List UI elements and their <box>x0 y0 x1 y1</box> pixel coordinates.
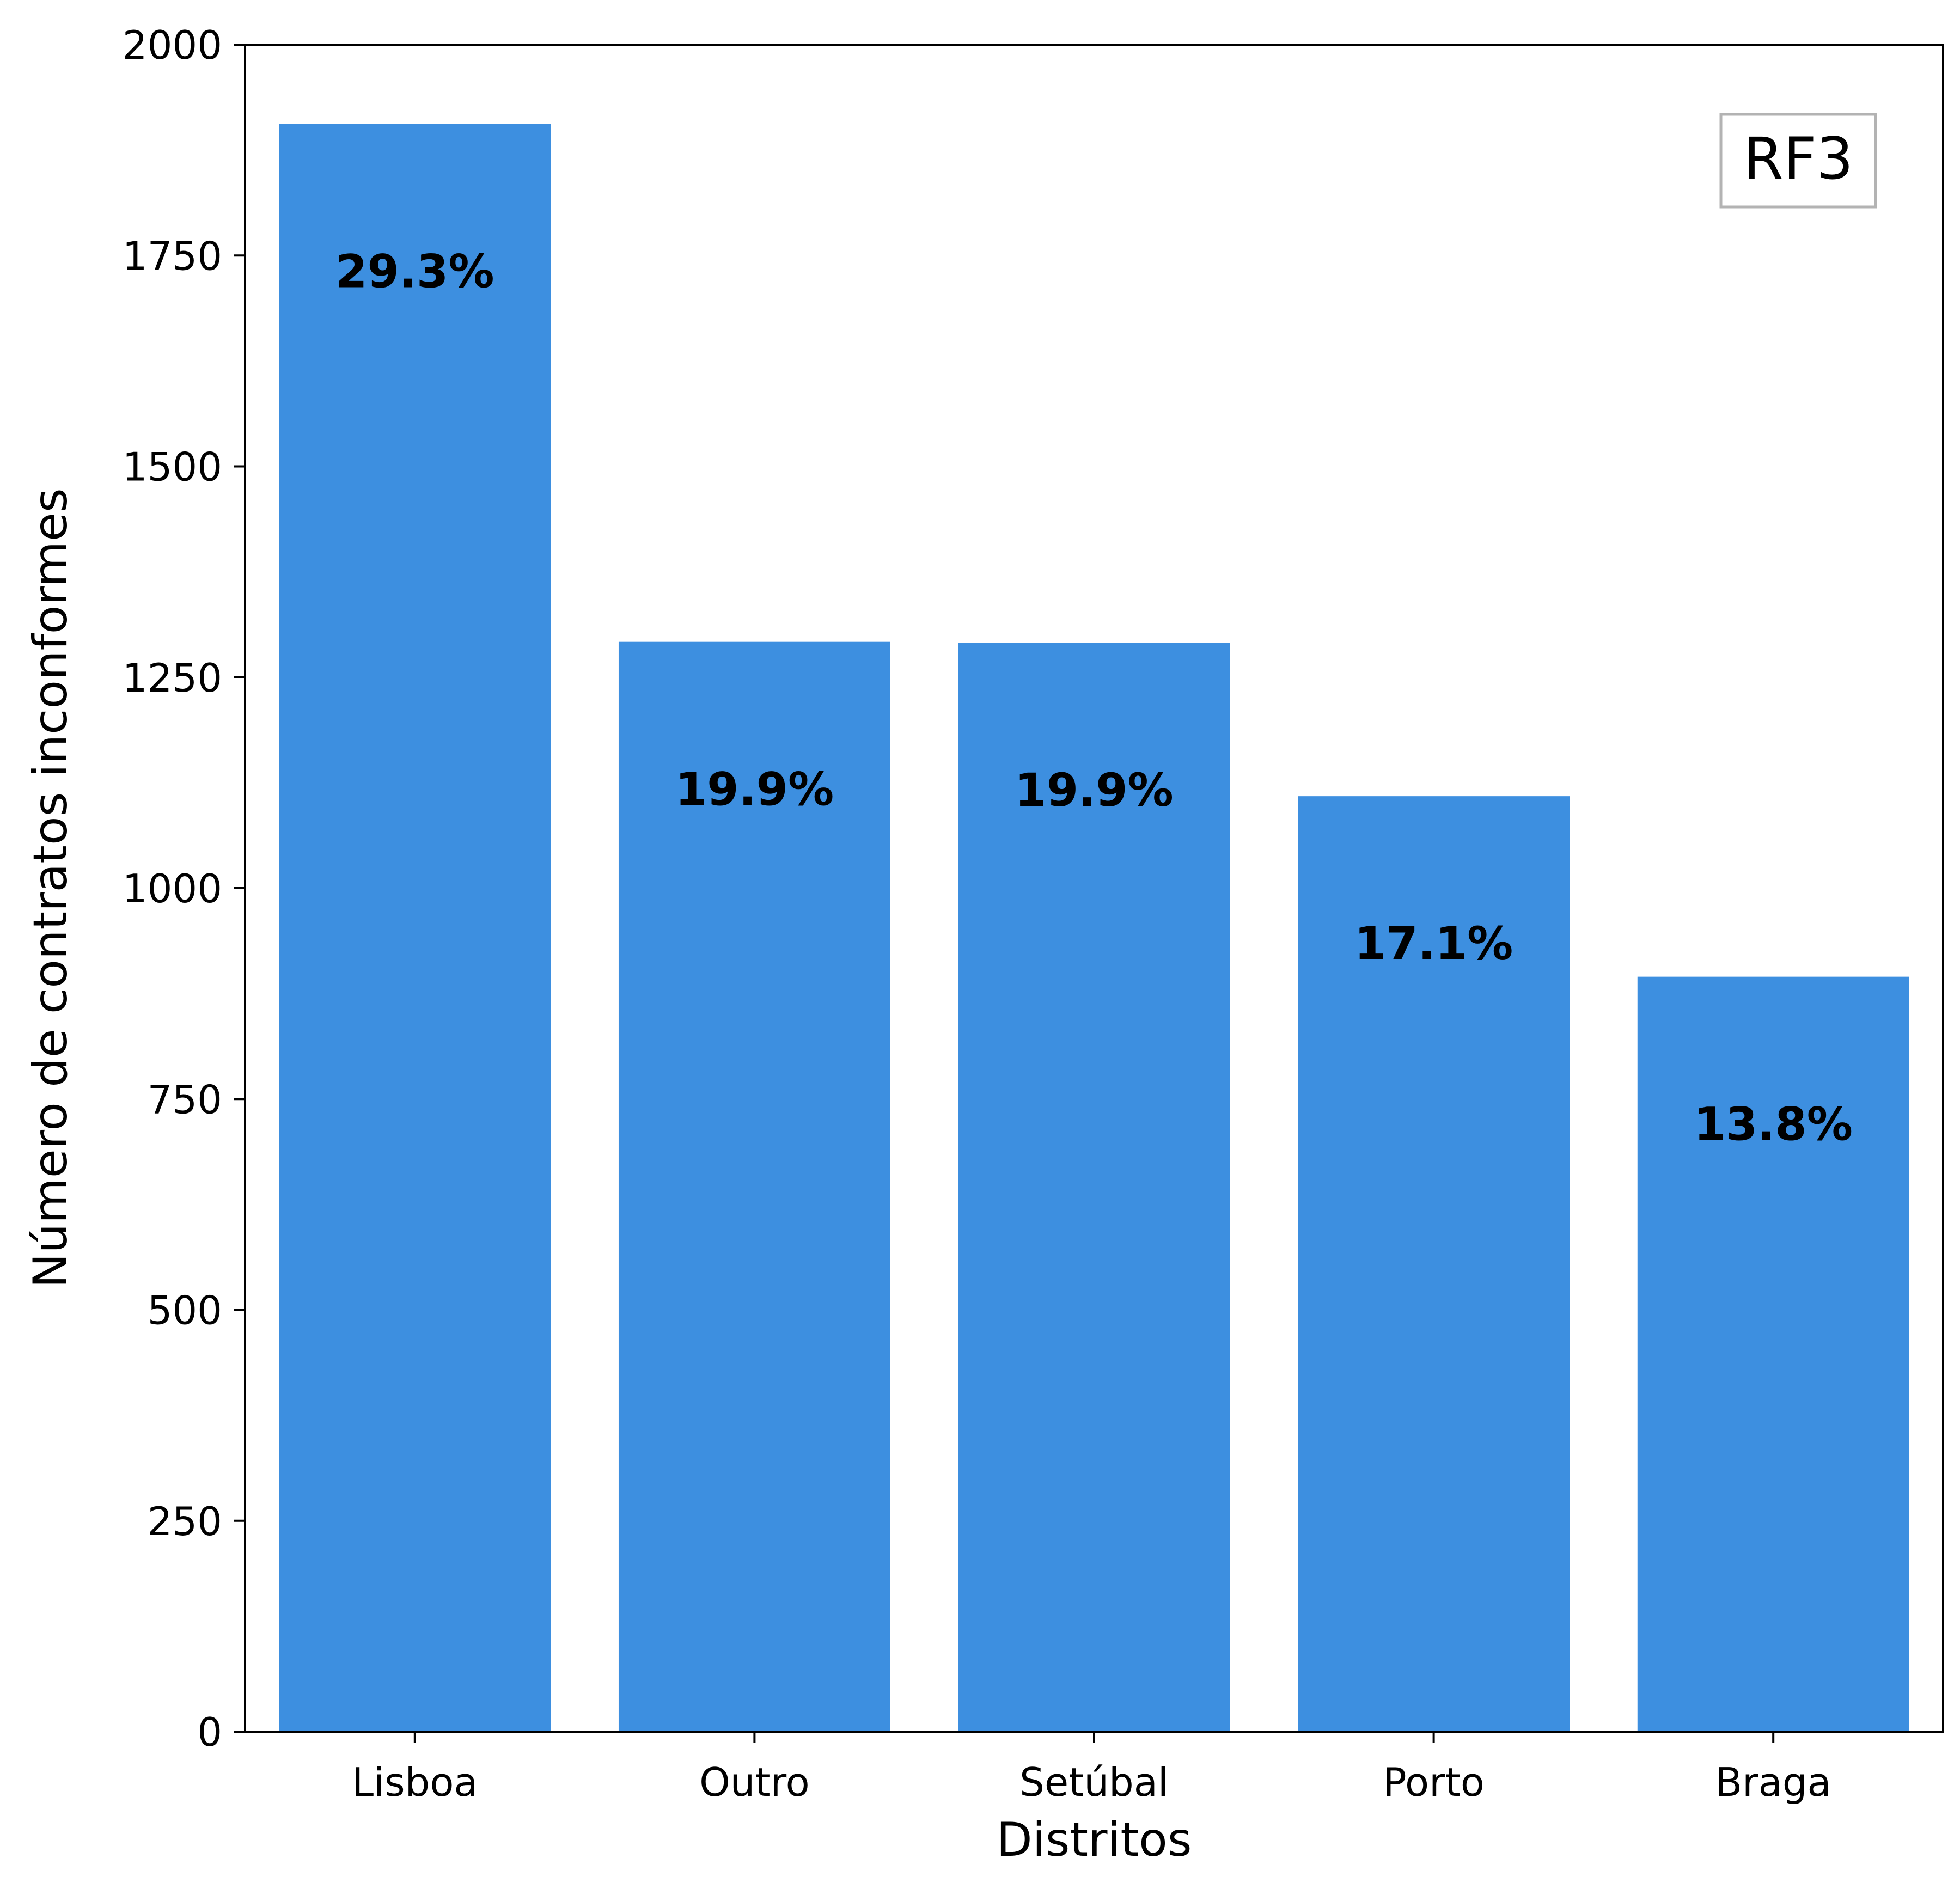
y-tick-label: 250 <box>148 1499 222 1544</box>
y-tick-label: 1500 <box>123 444 222 490</box>
x-tick-label: Setúbal <box>1019 1759 1169 1805</box>
x-tick-label: Lisboa <box>352 1759 478 1805</box>
y-tick-label: 0 <box>197 1709 222 1755</box>
bar-labels-layer: 29.3% 19.9% 19.9% 17.1% 13.8% <box>335 245 1853 1151</box>
y-tick-label: 750 <box>148 1077 222 1122</box>
bar-lisboa <box>279 124 551 1732</box>
bar-value-label: 13.8% <box>1694 1098 1852 1151</box>
bar-value-label: 19.9% <box>1015 763 1173 817</box>
bar-porto <box>1298 796 1570 1732</box>
bar-value-label: 17.1% <box>1354 917 1513 970</box>
x-axis-ticks: Lisboa Outro Setúbal Porto Braga <box>352 1732 1831 1805</box>
x-axis-title: Distritos <box>996 1813 1192 1867</box>
y-tick-label: 2000 <box>123 22 222 68</box>
x-tick-label: Porto <box>1383 1759 1485 1805</box>
bar-value-label: 29.3% <box>335 245 494 298</box>
annotation-frame <box>1719 113 1877 209</box>
annotation-box: RF3 <box>1719 113 1877 209</box>
y-tick-label: 1750 <box>123 233 222 279</box>
annotation-label: RF3 <box>1743 125 1853 192</box>
y-tick-label: 1000 <box>123 866 222 912</box>
bar-braga <box>1637 976 1909 1732</box>
y-tick-label: 1250 <box>123 655 222 701</box>
bars-layer <box>279 124 1909 1732</box>
bar-setubal <box>958 643 1230 1732</box>
y-axis-ticks: 0 250 500 750 1000 1250 1500 1750 2000 <box>123 22 245 1755</box>
y-axis-title: Número de contratos inconformes <box>23 488 78 1288</box>
x-tick-label: Braga <box>1715 1759 1831 1805</box>
bar-outro <box>618 641 890 1732</box>
bar-value-label: 19.9% <box>675 763 834 816</box>
y-tick-label: 500 <box>148 1288 222 1334</box>
x-tick-label: Outro <box>699 1759 810 1805</box>
